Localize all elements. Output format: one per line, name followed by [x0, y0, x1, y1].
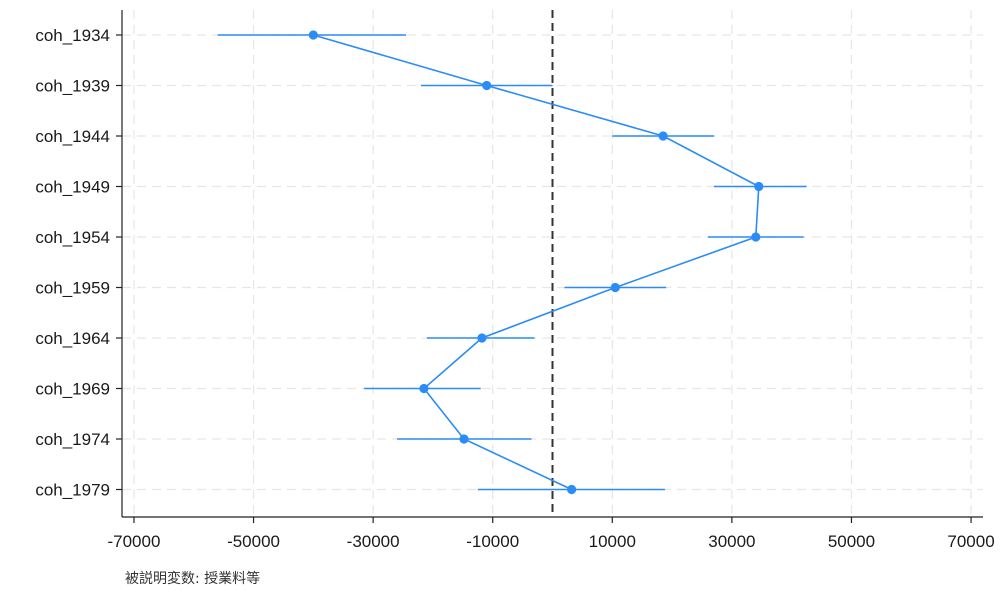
y-tick-label: coh_1949 [35, 178, 110, 197]
grid-lines [122, 10, 983, 517]
x-tick-label: -10000 [466, 532, 519, 551]
y-tick-label: coh_1979 [35, 481, 110, 500]
x-tick-label: 10000 [589, 532, 636, 551]
chart-note: 被説明変数: 授業料等 [125, 570, 260, 587]
y-tick-label: coh_1964 [35, 329, 110, 348]
x-tick-label: -50000 [227, 532, 280, 551]
y-tick-label: coh_1959 [35, 279, 110, 298]
x-tick-label: 30000 [708, 532, 755, 551]
axes [116, 10, 983, 523]
data-point [610, 282, 620, 293]
data-point [751, 232, 761, 242]
data-point [658, 131, 668, 141]
y-tick-label: coh_1954 [35, 228, 110, 247]
x-tick-label: -70000 [107, 532, 160, 551]
x-tick-label: -30000 [347, 532, 400, 551]
data-point [567, 484, 577, 495]
tick-labels: coh_1934 coh_1939 coh_1944 coh_1949 coh_1954… [35, 26, 994, 551]
y-tick-label: coh_1939 [35, 77, 110, 96]
x-tick-label: 70000 [947, 532, 994, 551]
y-tick-label: coh_1974 [35, 430, 110, 449]
y-tick-label: coh_1969 [35, 380, 110, 399]
series-line [313, 34, 760, 491]
y-tick-label: coh_1934 [35, 26, 110, 45]
y-tick-label: coh_1944 [35, 127, 110, 146]
series-layer [217, 30, 807, 495]
data-point [754, 181, 764, 192]
data-point [419, 383, 429, 394]
data-point [308, 30, 318, 40]
data-point [477, 333, 487, 343]
data-point [482, 80, 492, 91]
x-tick-label: 50000 [828, 532, 875, 551]
data-point [459, 434, 469, 444]
